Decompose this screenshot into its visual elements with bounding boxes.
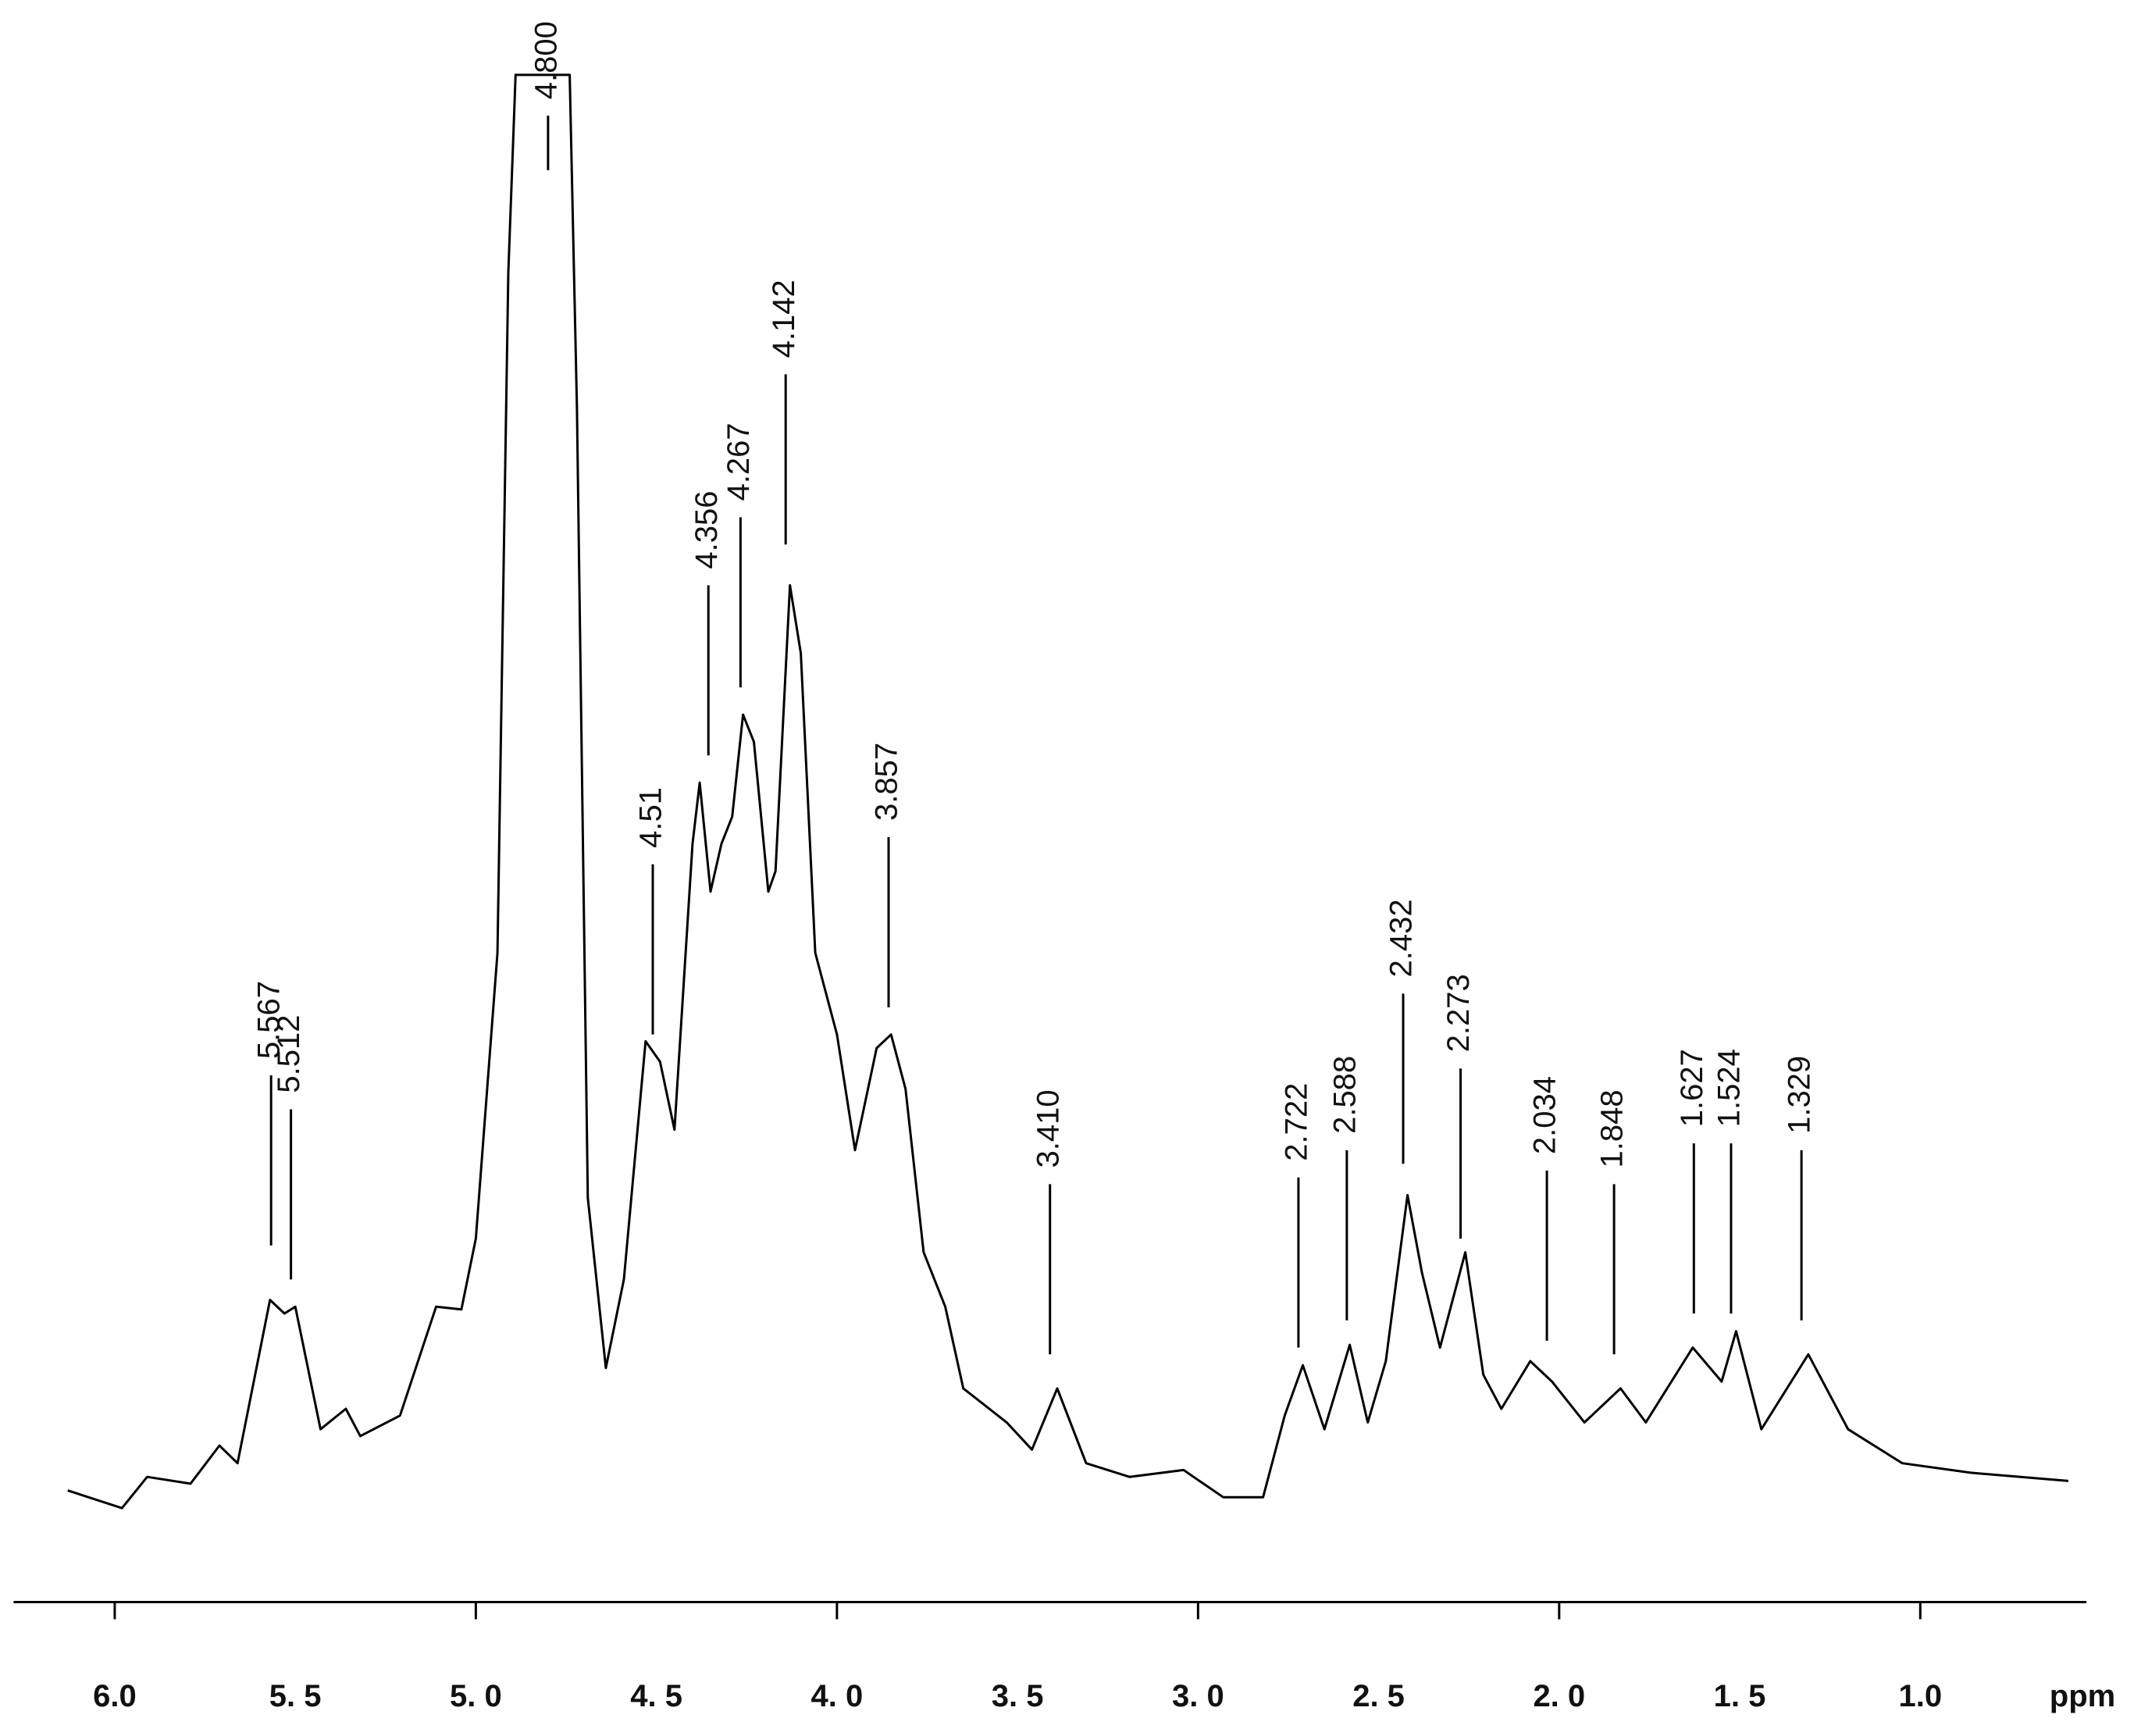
x-tick-label: 2. 5 (1352, 1679, 1405, 1713)
x-tick-label: 1.0 (1898, 1679, 1942, 1713)
peak-label: 2.722 (1279, 1083, 1313, 1161)
x-tick-label: 3. 5 (992, 1679, 1044, 1713)
peak-label: 2.034 (1528, 1076, 1562, 1154)
peak-label: 1.329 (1783, 1056, 1817, 1134)
x-tick-label: 5. 0 (450, 1679, 502, 1713)
peak-label: 1.627 (1675, 1049, 1709, 1127)
peak-label: 4.51 (634, 787, 668, 848)
x-tick-label: 1. 5 (1714, 1679, 1766, 1713)
peak-label: 2.588 (1327, 1056, 1362, 1134)
peak-label: 1.848 (1595, 1089, 1630, 1167)
peak-label: 5.567 (252, 981, 287, 1059)
spectrum (67, 73, 2069, 1510)
x-tick-label: 4. 0 (811, 1679, 864, 1713)
x-tick-label: 3. 0 (1172, 1679, 1224, 1713)
peak-label: 2.432 (1384, 899, 1419, 977)
peak-label: 3.410 (1031, 1089, 1065, 1167)
peak-label: 4.142 (767, 280, 801, 358)
x-tick-label: 2. 0 (1533, 1679, 1585, 1713)
peak-label: 4.267 (721, 422, 756, 501)
peak-label: 3.857 (870, 743, 904, 821)
x-tick-label: 5. 5 (269, 1679, 322, 1713)
x-axis-label: ppm (2050, 1679, 2115, 1713)
x-tick-label: 4. 5 (630, 1679, 682, 1713)
peak-label: 4.800 (529, 21, 563, 99)
peak-label: 2.273 (1441, 974, 1476, 1052)
peak-label: 4.356 (689, 490, 724, 569)
x-tick-label: 6.0 (93, 1679, 137, 1713)
peak-label: 1.524 (1712, 1049, 1747, 1127)
peak-label: 5.512 (272, 1015, 306, 1093)
